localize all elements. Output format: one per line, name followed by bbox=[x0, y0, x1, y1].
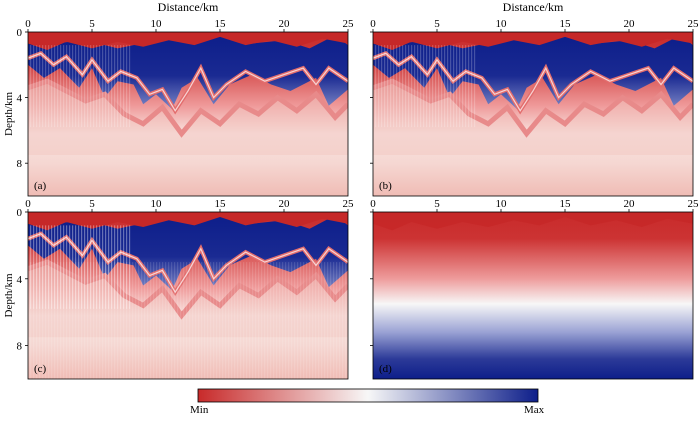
initial-model-field bbox=[373, 212, 693, 379]
x-tick-label: 20 bbox=[624, 18, 636, 30]
y-tick-label: 0 bbox=[17, 207, 23, 219]
panel-label: (d) bbox=[379, 363, 392, 375]
panel-label: (a) bbox=[34, 180, 47, 192]
panel-d: (d) 0 5 10 15 20 25 bbox=[370, 198, 700, 380]
x-tick-label: 0 bbox=[370, 18, 376, 30]
colorbar-min-label: Min bbox=[190, 404, 209, 416]
x-axis-label: Distance/km bbox=[158, 0, 219, 14]
x-tick-label: 10 bbox=[151, 18, 163, 30]
y-tick-label: 8 bbox=[17, 341, 23, 353]
x-tick-label: 5 bbox=[434, 18, 440, 30]
x-tick-label: 20 bbox=[279, 198, 291, 210]
panel-label: (c) bbox=[34, 363, 47, 375]
panel-a: (a) 0 5 10 15 20 25 0 4 8 Depth/km Distance/km bbox=[3, 0, 355, 197]
y-tick-label: 4 bbox=[17, 93, 23, 105]
x-tick-label: 10 bbox=[151, 198, 163, 210]
x-tick-label: 20 bbox=[279, 18, 291, 30]
colorbar bbox=[197, 388, 539, 403]
x-tick-label: 5 bbox=[89, 198, 95, 210]
x-tick-label: 0 bbox=[25, 198, 31, 210]
x-tick-label: 25 bbox=[688, 198, 700, 210]
panel-c: (c) 0 5 10 15 20 25 0 4 8 Depth/km bbox=[3, 198, 355, 380]
y-tick-label: 0 bbox=[17, 27, 23, 39]
panel-b: (b) 0 5 10 15 20 25 Distance/km bbox=[370, 0, 700, 197]
x-tick-label: 10 bbox=[496, 18, 508, 30]
panel-label: (b) bbox=[379, 180, 392, 192]
x-tick-label: 5 bbox=[434, 198, 440, 210]
panel-frame bbox=[372, 31, 694, 197]
x-tick-label: 10 bbox=[496, 198, 508, 210]
x-tick-label: 5 bbox=[89, 18, 95, 30]
panel-frame bbox=[27, 31, 349, 197]
x-tick-label: 25 bbox=[343, 198, 355, 210]
panel-frame bbox=[27, 211, 349, 380]
x-tick-label: 15 bbox=[215, 198, 227, 210]
x-tick-label: 0 bbox=[25, 18, 31, 30]
x-axis-label: Distance/km bbox=[503, 0, 564, 14]
x-tick-label: 15 bbox=[560, 198, 572, 210]
x-tick-label: 15 bbox=[560, 18, 572, 30]
x-tick-label: 15 bbox=[215, 18, 227, 30]
y-axis-label: Depth/km bbox=[3, 92, 15, 136]
y-axis-label: Depth/km bbox=[3, 273, 15, 317]
x-tick-label: 25 bbox=[688, 18, 700, 30]
y-tick-label: 4 bbox=[17, 274, 23, 286]
colorbar-max-label: Max bbox=[524, 404, 545, 416]
x-tick-label: 0 bbox=[370, 198, 376, 210]
panel-frame bbox=[372, 211, 694, 380]
x-tick-label: 20 bbox=[624, 198, 636, 210]
y-tick-label: 8 bbox=[17, 158, 23, 170]
x-tick-label: 25 bbox=[343, 18, 355, 30]
